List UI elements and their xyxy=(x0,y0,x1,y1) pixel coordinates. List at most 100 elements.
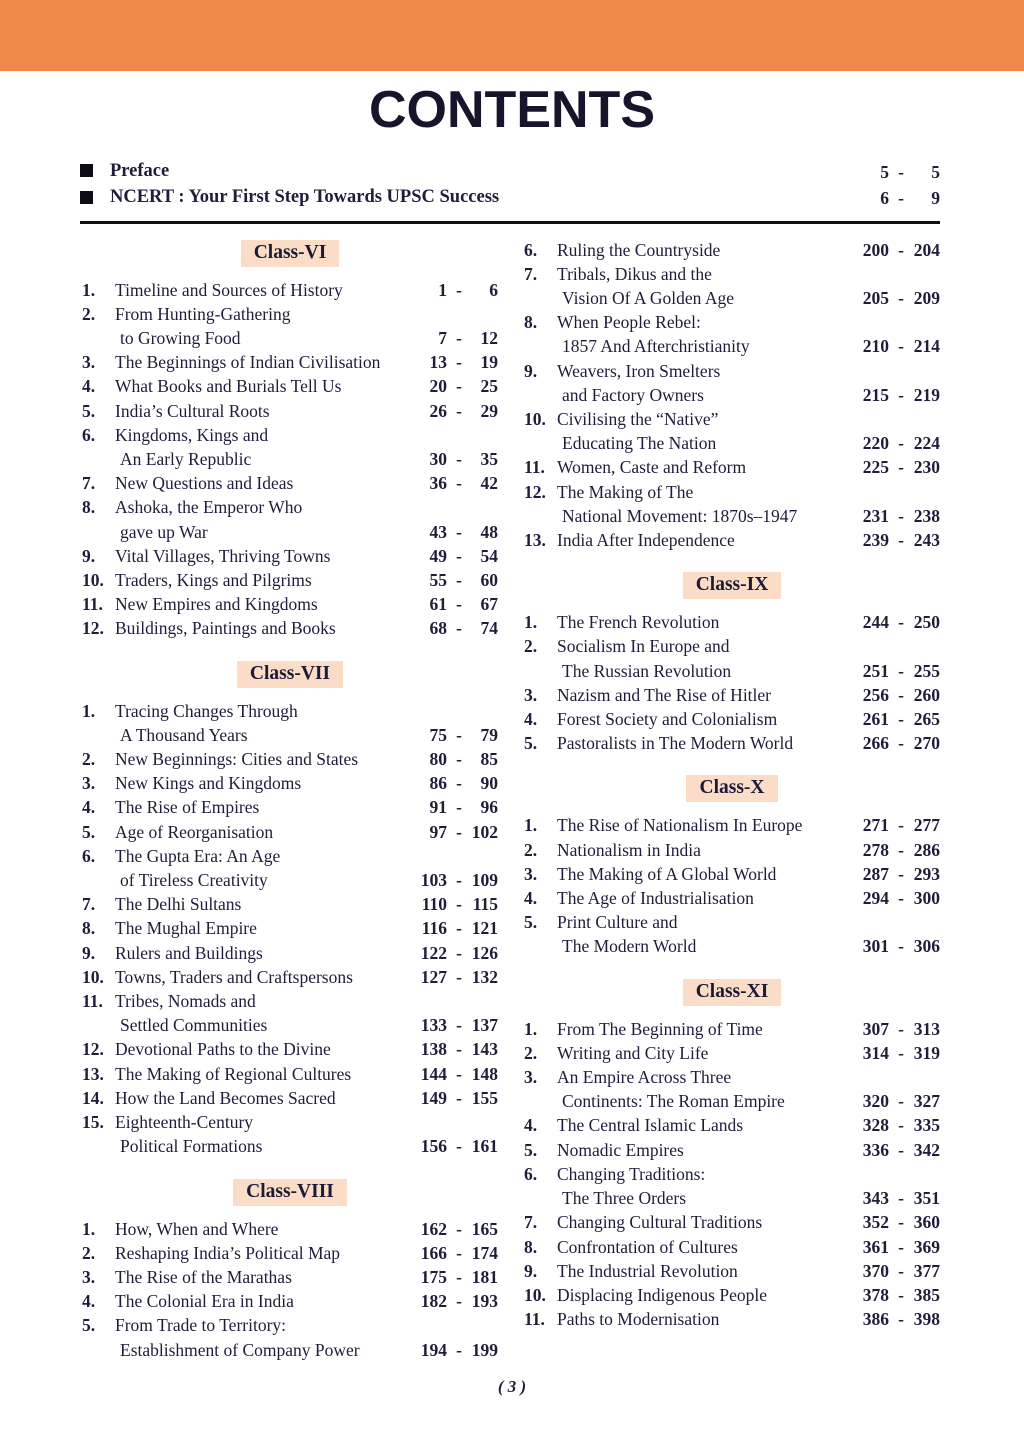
page-range: 314-319 xyxy=(856,1041,940,1065)
item-title: The Colonial Era in India xyxy=(115,1289,414,1313)
item-title-line: Establishment of Company Power xyxy=(120,1339,360,1360)
item-title-line: Settled Communities xyxy=(120,1015,268,1036)
item-title: From Trade to Territory: Establishment of… xyxy=(115,1313,414,1361)
item-title: New Empires and Kingdoms xyxy=(115,592,414,616)
item-title: What Books and Burials Tell Us xyxy=(115,374,414,398)
toc-item: 1. The Rise of Nationalism In Europe 271-2… xyxy=(524,813,940,837)
start-page: 55 xyxy=(429,570,448,591)
item-title: Civilising the “Native” Educating The Nat… xyxy=(557,407,856,455)
end-page: 319 xyxy=(913,1042,940,1063)
end-page: 79 xyxy=(480,724,499,745)
item-number: 6. xyxy=(82,424,96,445)
item-number: 1. xyxy=(82,279,96,300)
item-title-line: Civilising the “Native” xyxy=(557,409,719,430)
page-range: 156-161 xyxy=(414,1134,498,1158)
toc-item: 13. India After Independence 239-243 xyxy=(524,528,940,552)
toc-item: 5. From Trade to Territory: Establishment … xyxy=(82,1313,498,1361)
page-range: 336-342 xyxy=(856,1138,940,1162)
end-page: 174 xyxy=(471,1242,498,1263)
item-number: 15. xyxy=(82,1112,104,1133)
item-number: 8. xyxy=(82,497,96,518)
toc-item: 10. Towns, Traders and Craftspersons 127-1… xyxy=(82,965,498,989)
item-number: 2. xyxy=(82,1242,96,1263)
range-dash: - xyxy=(898,684,904,705)
start-page: 5 xyxy=(880,161,889,182)
item-title-line: India’s Cultural Roots xyxy=(115,400,270,421)
item-title-line: Buildings, Paintings and Books xyxy=(115,618,336,639)
page-range: 200-204 xyxy=(856,238,940,262)
item-title-line: Age of Reorganisation xyxy=(115,821,274,842)
toc-item: 8. When People Rebel: 1857 And Afterchrist… xyxy=(524,310,940,358)
toc-item: 5. Print Culture and The Modern World 301-3… xyxy=(524,910,940,958)
page-range: 231-238 xyxy=(856,504,940,528)
start-page: 205 xyxy=(862,288,889,308)
start-page: 352 xyxy=(862,1212,889,1233)
start-page: 166 xyxy=(420,1242,447,1263)
item-title-line: Continents: The Roman Empire xyxy=(562,1091,785,1112)
item-title: Changing Traditions: The Three Orders xyxy=(557,1162,856,1210)
toc-item: 1. Tracing Changes Through A Thousand Year… xyxy=(82,699,498,747)
item-title-line: New Beginnings: Cities and States xyxy=(115,749,359,770)
item-title: The Age of Industrialisation xyxy=(557,886,856,910)
start-page: 138 xyxy=(420,1039,447,1060)
end-page: 193 xyxy=(471,1291,498,1312)
page-range: 352-360 xyxy=(856,1210,940,1234)
contents-column-left: Class-VI 1. Timeline and Sources of Histor… xyxy=(82,238,498,1362)
range-dash: - xyxy=(898,1115,904,1136)
item-number: 4. xyxy=(524,1115,538,1136)
toc-item: 2. Writing and City Life 314-319 xyxy=(524,1041,940,1065)
item-title: The Making of Regional Cultures xyxy=(115,1062,414,1086)
end-page: 137 xyxy=(471,1015,498,1036)
page-range: 61-67 xyxy=(414,592,499,616)
top-orange-bar xyxy=(0,0,1024,71)
start-page: 127 xyxy=(420,966,447,987)
item-title: How the Land Becomes Sacred xyxy=(115,1086,414,1110)
page-range: 175-181 xyxy=(414,1265,498,1289)
page-range: 210-214 xyxy=(856,334,940,358)
start-page: 220 xyxy=(862,433,889,454)
item-number: 6. xyxy=(524,1163,538,1184)
range-dash: - xyxy=(456,545,462,566)
item-title: Devotional Paths to the Divine xyxy=(115,1037,414,1061)
item-title: Age of Reorganisation xyxy=(115,820,414,844)
start-page: 43 xyxy=(429,521,448,542)
end-page: 224 xyxy=(913,433,940,454)
start-page: 61 xyxy=(429,594,448,615)
end-page: 35 xyxy=(480,449,499,470)
item-title: The Gupta Era: An Age of Tireless Creativ… xyxy=(115,844,414,892)
start-page: 215 xyxy=(862,384,889,405)
end-page: 126 xyxy=(471,942,498,963)
item-title-line: Traders, Kings and Pilgrims xyxy=(115,570,312,591)
item-number: 3. xyxy=(82,352,96,373)
item-title-line: Nazism and The Rise of Hitler xyxy=(557,684,771,705)
item-title-line: The Making of A Global World xyxy=(557,863,777,884)
item-title: New Beginnings: Cities and States xyxy=(115,747,414,771)
start-page: 13 xyxy=(429,352,448,373)
page-range: 225-230 xyxy=(856,455,940,479)
toc-item: 4. What Books and Burials Tell Us 20-25 xyxy=(82,374,498,398)
range-dash: - xyxy=(898,839,904,860)
start-page: 386 xyxy=(862,1309,889,1330)
range-dash: - xyxy=(456,749,462,770)
item-number: 9. xyxy=(82,942,96,963)
item-title-line: The Making of The xyxy=(557,481,694,502)
range-dash: - xyxy=(898,239,904,260)
page-range: 343-351 xyxy=(856,1186,940,1210)
end-page: 96 xyxy=(480,797,499,818)
start-page: 110 xyxy=(421,894,447,915)
end-page: 143 xyxy=(471,1039,498,1060)
item-number: 9. xyxy=(82,545,96,566)
range-dash: - xyxy=(456,449,462,470)
item-title: The Central Islamic Lands xyxy=(557,1113,856,1137)
start-page: 210 xyxy=(862,336,889,357)
item-number: 4. xyxy=(82,1291,96,1312)
page-range: 91-96 xyxy=(414,795,499,819)
range-dash: - xyxy=(898,1212,904,1233)
toc-item: 2. Reshaping India’s Political Map 166-174 xyxy=(82,1241,498,1265)
end-page: 277 xyxy=(913,815,940,836)
item-title-line: Pastoralists in The Modern World xyxy=(557,733,794,754)
page-range: 301-306 xyxy=(856,934,940,958)
toc-item: 7. The Delhi Sultans 110-115 xyxy=(82,892,498,916)
toc-item: 9. Rulers and Buildings 122-126 xyxy=(82,941,498,965)
item-title-line: Confrontation of Cultures xyxy=(557,1236,738,1257)
